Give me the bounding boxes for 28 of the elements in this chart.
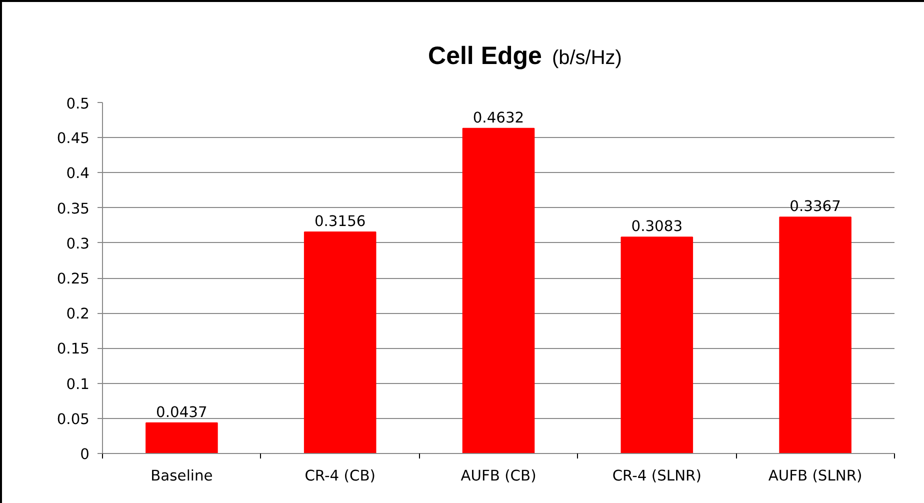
y-tick-label: 0.25	[56, 270, 90, 288]
data-label: 0.3367	[790, 198, 841, 216]
y-tick-label: 0.1	[66, 376, 90, 393]
bar	[304, 231, 376, 454]
y-tick-label: 0.4	[66, 165, 90, 182]
data-label: 0.3156	[314, 212, 366, 230]
bar	[620, 236, 694, 454]
y-tick-label: 0.35	[56, 200, 90, 218]
x-tick-label: Baseline	[150, 468, 213, 484]
y-tick-label: 0.2	[66, 306, 90, 323]
y-tick-label: 0.15	[56, 340, 90, 358]
y-tick-label: 0	[80, 446, 90, 463]
chart-title: Cell Edge	[428, 42, 542, 70]
y-tick-label: 0.45	[56, 130, 90, 148]
x-tick-label: AUFB (CB)	[460, 468, 536, 484]
x-tick-label: CR-4 (SLNR)	[612, 468, 702, 484]
data-label: 0.4632	[472, 109, 524, 126]
y-tick-label: 0.3	[66, 235, 90, 252]
bar	[146, 422, 218, 454]
x-tick-label: CR-4 (CB)	[304, 468, 376, 484]
bar	[779, 216, 852, 454]
y-tick-label: 0.05	[56, 410, 90, 428]
data-label: 0.3083	[631, 218, 683, 236]
y-tick-label: 0.5	[66, 96, 90, 112]
chart-subtitle: (b/s/Hz)	[552, 47, 622, 69]
x-tick-label: AUFB (SLNR)	[768, 468, 862, 484]
bar	[462, 128, 535, 454]
data-label: 0.0437	[156, 404, 208, 421]
